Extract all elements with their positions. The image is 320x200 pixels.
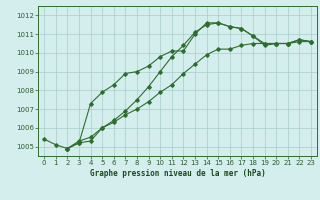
X-axis label: Graphe pression niveau de la mer (hPa): Graphe pression niveau de la mer (hPa) — [90, 169, 266, 178]
